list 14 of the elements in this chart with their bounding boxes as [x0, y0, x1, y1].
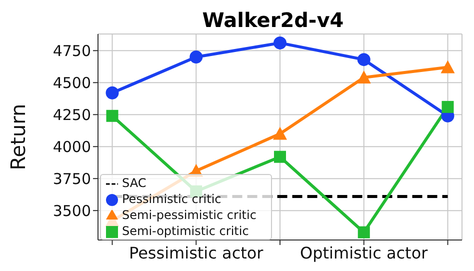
legend-label: Semi-pessimistic critic [122, 208, 256, 222]
y-tick-label: 3750 [52, 170, 91, 188]
legend-label: Pessimistic critic [122, 192, 222, 206]
y-tick-label: 4750 [52, 42, 91, 60]
legend-label: SAC [122, 176, 146, 190]
y-axis-title: Return [6, 104, 30, 170]
chart-title: Walker2d-v4 [201, 8, 345, 32]
y-tick-label: 4000 [52, 138, 91, 156]
legend-label: Semi-optimistic critic [122, 224, 249, 238]
x-tick-label: Optimistic actor [300, 243, 428, 262]
x-tick-label: Pessimistic actor [129, 243, 264, 262]
y-tick-label: 4250 [52, 106, 91, 124]
y-tick-label: 4500 [52, 74, 91, 92]
y-tick-label: 3500 [52, 202, 91, 220]
